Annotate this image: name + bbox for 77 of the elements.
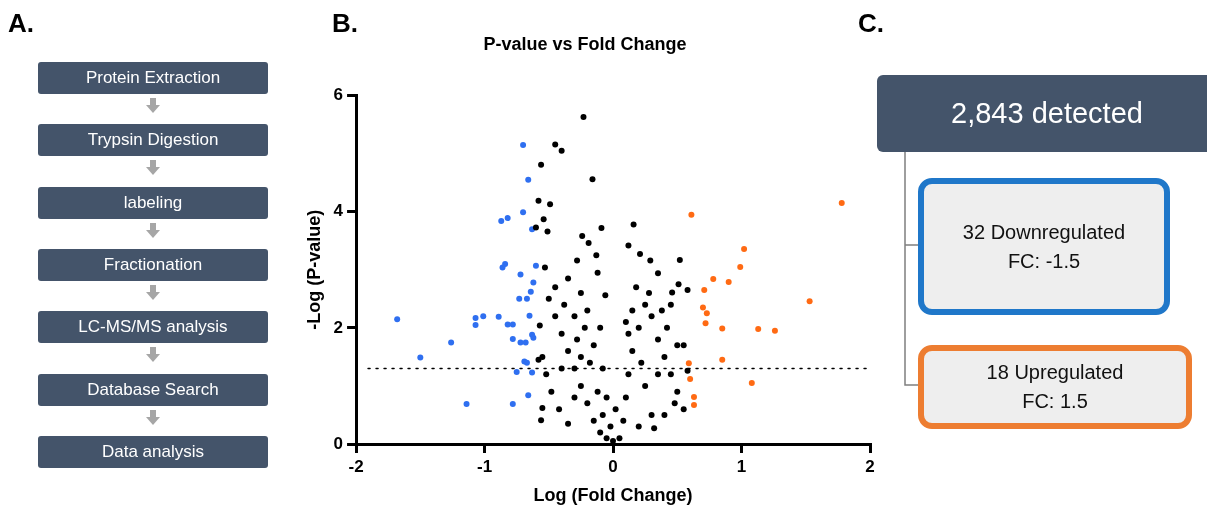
point (472, 315, 479, 321)
point (417, 354, 424, 361)
text: B. (332, 8, 358, 39)
point (504, 321, 511, 328)
text: C. (858, 8, 884, 39)
y-axis-title: -Log (P-value) (303, 209, 324, 330)
point (702, 320, 709, 327)
point (516, 295, 523, 302)
text: Trypsin Digestion (38, 124, 268, 157)
text: LC-MS/MS analysis (38, 311, 268, 344)
point (527, 288, 534, 295)
point (522, 339, 529, 346)
text: Database Search (38, 373, 268, 406)
point (685, 360, 692, 367)
point (755, 326, 762, 333)
text: Protein Extraction (38, 62, 268, 94)
point (526, 312, 533, 319)
point (719, 325, 726, 332)
y-tick-label: 6 (333, 85, 344, 105)
point (509, 335, 516, 342)
text: Data analysis (38, 435, 268, 468)
point (525, 176, 532, 183)
point (771, 327, 778, 334)
y-tick-label: 4 (333, 201, 344, 221)
point (517, 271, 524, 278)
point (463, 400, 470, 407)
point (530, 279, 537, 286)
y-tick-label: 2 (333, 317, 344, 337)
point (509, 400, 516, 407)
text: FC: 1.5 (1022, 390, 1088, 413)
point (741, 245, 748, 252)
point (806, 298, 813, 305)
point (529, 369, 536, 376)
text: Fractionation (38, 248, 268, 281)
text: 2,843 detected (877, 75, 1207, 152)
point (719, 356, 726, 363)
point (525, 392, 532, 399)
point (690, 402, 697, 409)
point (472, 321, 479, 328)
point (688, 211, 695, 218)
point (520, 141, 527, 148)
text: A. (8, 8, 34, 39)
point (748, 380, 755, 387)
point (480, 313, 487, 320)
text: labeling (38, 186, 268, 219)
point (517, 339, 524, 346)
point (520, 209, 527, 216)
x-tick-label: -1 (476, 456, 493, 476)
chart-title: P-value vs Fold Change (483, 33, 687, 54)
point (532, 262, 539, 269)
text: 18 Upregulated (986, 361, 1124, 384)
point (448, 339, 455, 346)
point (701, 287, 708, 294)
point (509, 321, 516, 328)
x-tick-label: 2 (865, 456, 875, 476)
point (703, 310, 710, 317)
text: 32 Downregulated (962, 220, 1126, 244)
point (502, 260, 509, 267)
point (504, 215, 511, 222)
x-tick-label: -2 (348, 456, 364, 476)
point (690, 393, 697, 400)
point (498, 218, 505, 225)
y-tick-label: 0 (333, 433, 344, 453)
point (737, 263, 744, 270)
point (495, 313, 502, 320)
text: FC: -1.5 (1007, 249, 1081, 273)
point (687, 375, 694, 382)
point (394, 316, 401, 323)
x-tick-label: 0 (608, 456, 618, 476)
x-tick-label: 1 (736, 456, 747, 476)
point (699, 304, 706, 311)
point (710, 276, 717, 283)
x-axis-title: Log (Fold Change) (533, 485, 693, 506)
point (838, 200, 845, 207)
point (725, 278, 732, 285)
point (523, 295, 530, 302)
point (513, 369, 520, 375)
